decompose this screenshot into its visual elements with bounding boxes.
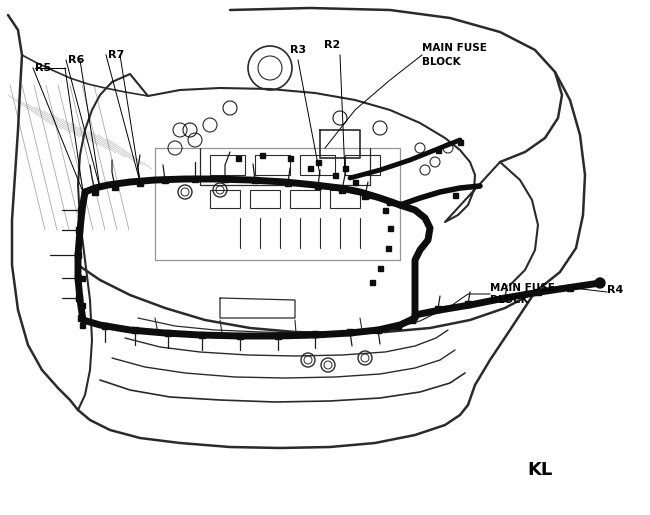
Bar: [452, 193, 458, 197]
Bar: [137, 180, 143, 186]
Bar: [352, 180, 358, 184]
Bar: [345, 155, 380, 175]
Bar: [78, 207, 84, 213]
Bar: [378, 266, 382, 270]
Bar: [79, 302, 84, 307]
Text: R3: R3: [290, 45, 306, 55]
Bar: [387, 226, 393, 231]
Bar: [199, 332, 205, 338]
Text: BLOCK: BLOCK: [490, 295, 528, 305]
Bar: [300, 155, 335, 175]
Text: R7: R7: [108, 50, 124, 60]
Bar: [92, 189, 98, 195]
Bar: [210, 155, 245, 175]
Bar: [255, 155, 290, 175]
Bar: [312, 331, 318, 337]
Text: R6: R6: [68, 55, 84, 65]
Bar: [250, 190, 280, 208]
Bar: [382, 208, 387, 213]
Bar: [275, 333, 281, 339]
Bar: [75, 252, 81, 258]
Bar: [315, 160, 320, 164]
Bar: [385, 246, 391, 250]
Bar: [165, 330, 171, 336]
Bar: [535, 289, 541, 295]
Bar: [330, 190, 360, 208]
Bar: [79, 276, 84, 281]
Text: R4: R4: [607, 285, 623, 295]
Text: R5: R5: [35, 63, 51, 73]
Circle shape: [595, 278, 605, 288]
Bar: [79, 322, 84, 328]
Bar: [287, 156, 292, 161]
Bar: [252, 177, 258, 183]
Bar: [132, 327, 138, 333]
Bar: [347, 329, 353, 335]
Bar: [458, 140, 463, 145]
Bar: [395, 323, 401, 329]
Bar: [502, 295, 508, 301]
Bar: [112, 184, 118, 190]
Text: MAIN FUSE: MAIN FUSE: [422, 43, 487, 53]
Bar: [76, 227, 82, 233]
Bar: [222, 176, 228, 182]
Bar: [367, 193, 372, 197]
Bar: [369, 280, 374, 284]
Text: MAIN FUSE: MAIN FUSE: [490, 283, 555, 293]
Bar: [75, 275, 81, 281]
Bar: [375, 327, 381, 333]
Bar: [235, 156, 240, 161]
Bar: [333, 173, 337, 178]
Text: R2: R2: [324, 40, 340, 50]
Bar: [567, 285, 573, 291]
Bar: [290, 190, 320, 208]
Bar: [362, 193, 368, 199]
Bar: [387, 199, 393, 205]
Text: KL: KL: [527, 461, 552, 479]
Bar: [237, 333, 243, 339]
Bar: [465, 301, 471, 307]
Bar: [435, 306, 441, 312]
Bar: [162, 177, 168, 183]
Bar: [436, 147, 441, 152]
Bar: [343, 165, 348, 170]
Bar: [315, 183, 321, 189]
Text: BLOCK: BLOCK: [422, 57, 461, 67]
Bar: [102, 323, 108, 329]
Bar: [78, 315, 84, 321]
Bar: [409, 317, 415, 323]
Bar: [307, 165, 313, 170]
Bar: [210, 190, 240, 208]
Bar: [339, 187, 345, 193]
Bar: [192, 176, 198, 182]
Bar: [285, 180, 291, 186]
Bar: [259, 152, 265, 158]
Bar: [76, 295, 82, 301]
